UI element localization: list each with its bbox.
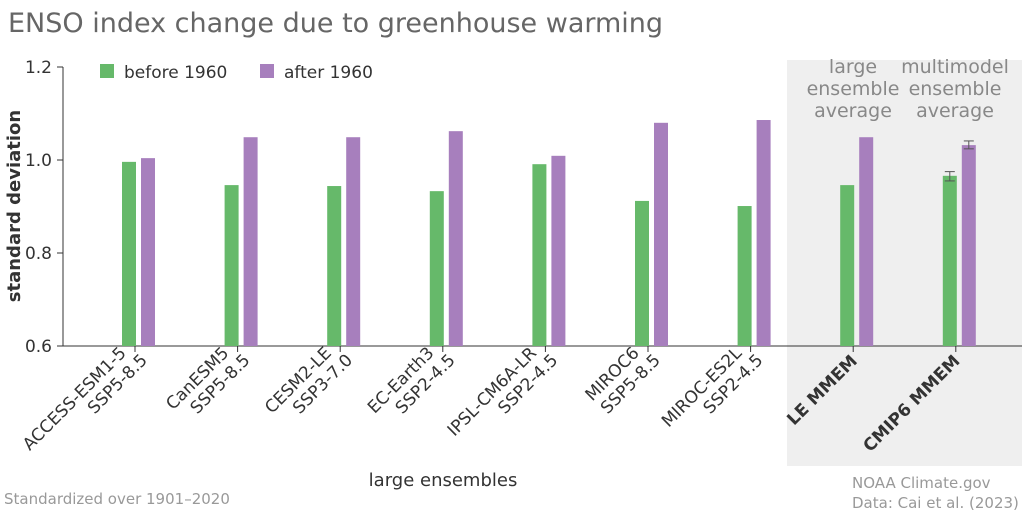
bar-before-1960 <box>122 161 136 346</box>
annotation: ensemble <box>807 78 900 100</box>
legend-label: after 1960 <box>284 63 373 83</box>
bar-before-1960 <box>635 200 649 346</box>
bar-before-1960 <box>942 175 957 346</box>
x-axis-label: large ensembles <box>369 470 518 491</box>
legend-swatch <box>100 64 114 78</box>
credit: Data: Cai et al. (2023) <box>852 494 1019 512</box>
bar-after-1960 <box>551 155 566 346</box>
bar-before-1960 <box>840 185 855 346</box>
bar-after-1960 <box>756 120 771 346</box>
bar-before-1960 <box>327 186 342 346</box>
annotation: multimodel <box>901 56 1009 78</box>
x-tick-label: EC-Earth3SSP2-4.5 <box>364 336 460 432</box>
bar-after-1960 <box>961 145 976 346</box>
x-tick-label: CanESM5SSP5-8.5 <box>162 336 254 428</box>
bar-after-1960 <box>141 158 155 346</box>
y-tick-label: 1.2 <box>25 58 52 78</box>
x-tick-label: IPSL-CM6A-LRSSP2-4.5 <box>444 336 562 454</box>
bar-before-1960 <box>429 191 444 346</box>
x-tick-label: MIROC6SSP5-8.5 <box>582 336 665 419</box>
chart-title: ENSO index change due to greenhouse warm… <box>8 8 663 39</box>
bar-before-1960 <box>737 206 752 346</box>
legend-swatch <box>260 64 274 78</box>
annotation: large <box>829 56 877 78</box>
bar-before-1960 <box>532 164 547 346</box>
bar-after-1960 <box>243 137 258 346</box>
y-tick-label: 0.8 <box>25 244 52 264</box>
bar-after-1960 <box>448 131 463 346</box>
y-tick-label: 0.6 <box>25 337 52 357</box>
y-axis-label: standard deviation <box>4 110 25 302</box>
annotation: average <box>916 100 994 122</box>
annotation: ensemble <box>909 78 1002 100</box>
bar-after-1960 <box>859 137 874 346</box>
y-tick-label: 1.0 <box>25 151 52 171</box>
x-tick-label: CESM2-LESSP3-7.0 <box>261 336 357 432</box>
x-tick-label: MIROC-ES2LSSP2-4.5 <box>658 336 767 445</box>
annotation: average <box>814 100 892 122</box>
bar-after-1960 <box>346 137 361 346</box>
footer-note: Standardized over 1901–2020 <box>4 490 230 508</box>
credit: NOAA Climate.gov <box>852 474 991 492</box>
shaded-region <box>787 60 1022 466</box>
legend-label: before 1960 <box>124 63 227 83</box>
bar-before-1960 <box>224 185 239 346</box>
bar-after-1960 <box>654 122 668 346</box>
